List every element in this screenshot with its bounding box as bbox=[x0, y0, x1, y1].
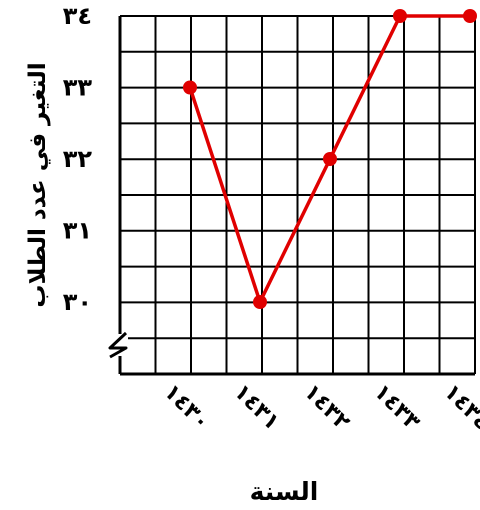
x-tick-label: ١٤٣٢ bbox=[299, 380, 355, 436]
x-tick-label: ١٤٣١ bbox=[229, 380, 285, 436]
y-axis-break-symbol bbox=[108, 331, 128, 359]
data-point bbox=[463, 9, 477, 23]
chart-grid bbox=[118, 15, 476, 376]
y-tick-label: ٣٠ bbox=[63, 288, 92, 316]
y-tick-label: ٣١ bbox=[63, 217, 92, 245]
data-point bbox=[253, 295, 267, 309]
axis-break-zigzag bbox=[108, 331, 128, 359]
data-point bbox=[323, 152, 337, 166]
y-tick-label: ٣٢ bbox=[63, 145, 93, 173]
x-tick-label: ١٤٣٣ bbox=[369, 380, 425, 436]
x-tick-label: ١٤٣٤ bbox=[439, 380, 480, 436]
data-point bbox=[183, 80, 197, 95]
y-tick-label: ٣٣ bbox=[63, 74, 93, 102]
x-tick-labels: ١٤٣٠ ١٤٣١ ١٤٣٢ ١٤٣٣ ١٤٣٤ bbox=[159, 380, 480, 436]
x-tick-label: ١٤٣٠ bbox=[159, 380, 215, 436]
y-tick-label: ٣٤ bbox=[63, 2, 92, 30]
y-tick-labels: ٣٠ ٣١ ٣٢ ٣٣ ٣٤ bbox=[63, 2, 93, 316]
data-point bbox=[393, 9, 407, 23]
y-axis-label: التغير في عدد الطلاب bbox=[25, 62, 51, 307]
x-axis-label: السنة bbox=[250, 477, 319, 506]
series-line-group bbox=[183, 9, 477, 309]
